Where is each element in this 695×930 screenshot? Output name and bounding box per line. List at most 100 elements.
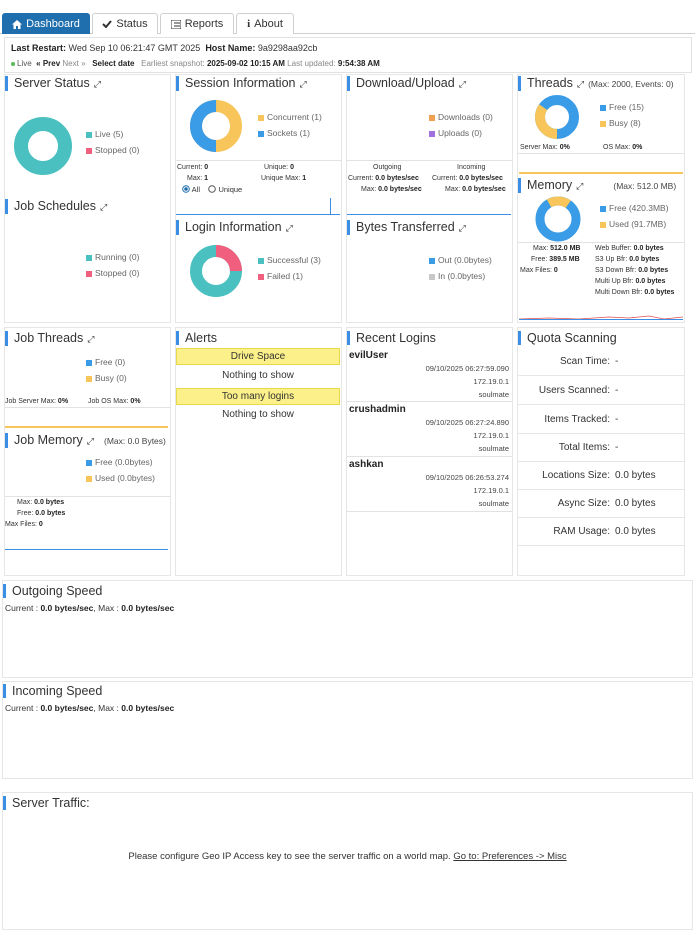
session-radio-group: All Unique [182,184,242,195]
live-link[interactable]: Live [17,59,32,68]
login-host: soulmate [478,390,509,399]
expand-icon[interactable]: ⤢ [285,223,293,233]
login-donut [190,245,242,297]
login-legend: Successful (3) Failed (1) [258,252,321,284]
expand-icon[interactable]: ⤢ [458,79,466,89]
quota-row: RAM Usage: 0.0 bytes [518,518,684,546]
max-value: 1 [204,175,209,182]
legend-label: Uploads (0) [438,128,482,138]
last-restart-value: Wed Sep 10 06:21:47 GMT 2025 [68,43,201,53]
login-meta: 09/10/2025 06:27:59.090 172.19.0.1 soulm… [349,362,509,401]
out-current: Current: 0.0 bytes/sec [348,173,419,184]
quota-label: RAM Usage: [553,526,610,537]
bytes-title-text: Bytes Transferred [356,220,455,234]
outgoing-speed-title: Outgoing Speed [3,584,102,598]
job-os-max: Job OS Max: 0% [88,396,141,407]
legend-item: Sockets (1) [258,125,322,141]
outgoing-speed-panel [2,580,693,678]
select-date-link[interactable]: Select date [92,59,135,68]
legend-swatch [86,131,92,138]
job-memory-max-files: Max Files: 0 [5,519,43,530]
expand-icon[interactable]: ⤢ [458,223,466,233]
tab-about[interactable]: i About [236,13,294,34]
outgoing-label: Outgoing [373,164,402,171]
quota-value: - [615,414,619,425]
current-value: 0.0 bytes/sec [40,703,94,713]
divider [347,401,512,402]
free-value: 0.0 bytes [35,510,66,517]
legend-label: Stopped (0) [95,145,140,155]
memory-s3-down: S3 Down Bfr: 0.0 bytes [595,265,668,276]
live-dot-icon [11,61,15,66]
legend-swatch [429,273,435,280]
legend-swatch [86,254,92,261]
legend-label: In (0.0bytes) [438,271,486,281]
expand-icon[interactable]: ⤢ [93,79,101,89]
max-files-label: Max Files: [5,521,37,528]
quota-value: - [615,385,619,396]
expand-icon[interactable]: ⤢ [299,79,307,89]
incoming-speed-panel [2,681,693,779]
memory-web-buffer: Web Buffer: 0.0 bytes [595,243,664,254]
job-memory-free: Free: 0.0 bytes [17,508,65,519]
current-value: 0 [204,164,209,171]
expand-icon[interactable]: ⤢ [576,181,584,191]
tab-label: Status [116,18,148,30]
server-status-title: Server Status ⤢ [5,76,101,91]
memory-multi-down: Multi Down Bfr: 0.0 bytes [595,287,674,298]
expand-icon[interactable]: ⤢ [87,334,95,344]
legend-item: Live (5) [86,126,139,142]
job-memory-title-text: Job Memory [14,433,83,447]
legend-item: Successful (3) [258,252,321,268]
login-host: soulmate [478,499,509,508]
job-schedules-title: Job Schedules ⤢ [5,199,107,214]
expand-icon[interactable]: ⤢ [576,79,585,89]
out-current-value: 0.0 bytes/sec [375,175,419,182]
out-current-label: Current: [348,175,374,182]
radio-unique[interactable]: Unique [208,185,242,194]
quota-row: Async Size: 0.0 bytes [518,490,684,518]
quota-value: - [615,442,619,453]
donut-slice-live [14,117,72,175]
job-schedules-title-text: Job Schedules [14,199,97,213]
next-link[interactable]: Next » [62,59,86,68]
donut-slice-failed [190,245,242,297]
unique-label: Unique: [264,164,289,171]
download-title: Download/Upload ⤢ [347,76,466,91]
preferences-link[interactable]: Go to: Preferences -> Misc [453,851,567,862]
quota-row: Items Tracked: - [518,406,684,434]
out-max: Max: 0.0 bytes/sec [361,184,422,195]
session-donut [190,100,242,152]
memory-multi-up: Multi Up Bfr: 0.0 bytes [595,276,665,287]
threads-legend: Free (15) Busy (8) [600,99,644,131]
legend-item: Running (0) [86,249,139,265]
tab-reports[interactable]: Reports [160,13,234,34]
memory-s3-up: S3 Up Bfr: 0.0 bytes [595,254,659,265]
login-user: evilUser [349,350,388,361]
in-current-value: 0.0 bytes/sec [459,175,503,182]
session-sparkline [176,214,340,215]
divider [347,511,512,512]
server-status-panel [4,74,171,323]
legend-label: Free (420.3MB) [609,203,669,213]
recent-logins-title: Recent Logins [347,331,436,345]
login-meta: 09/10/2025 06:27:24.890 172.19.0.1 soulm… [349,416,509,455]
prev-link[interactable]: « Prev [36,59,61,68]
legend-item: Concurrent (1) [258,109,322,125]
tab-status[interactable]: Status [92,13,158,34]
donut-slice-sockets [190,100,242,152]
legend-label: Used (0.0bytes) [95,473,155,483]
incoming-label: Incoming [457,164,486,171]
radio-all[interactable]: All [182,185,200,194]
memory-free: Free: 389.5 MB [531,254,580,265]
divider [176,160,341,161]
legend-swatch [258,257,264,264]
legend-swatch [86,270,92,277]
expand-icon[interactable]: ⤢ [86,436,94,446]
memory-extra: (Max: 512.0 MB) [613,181,677,191]
legend-item: Stopped (0) [86,265,139,281]
server-status-title-text: Server Status [14,76,90,90]
free-value: 389.5 MB [549,256,580,263]
expand-icon[interactable]: ⤢ [100,202,108,212]
tab-dashboard[interactable]: Dashboard [2,13,90,34]
